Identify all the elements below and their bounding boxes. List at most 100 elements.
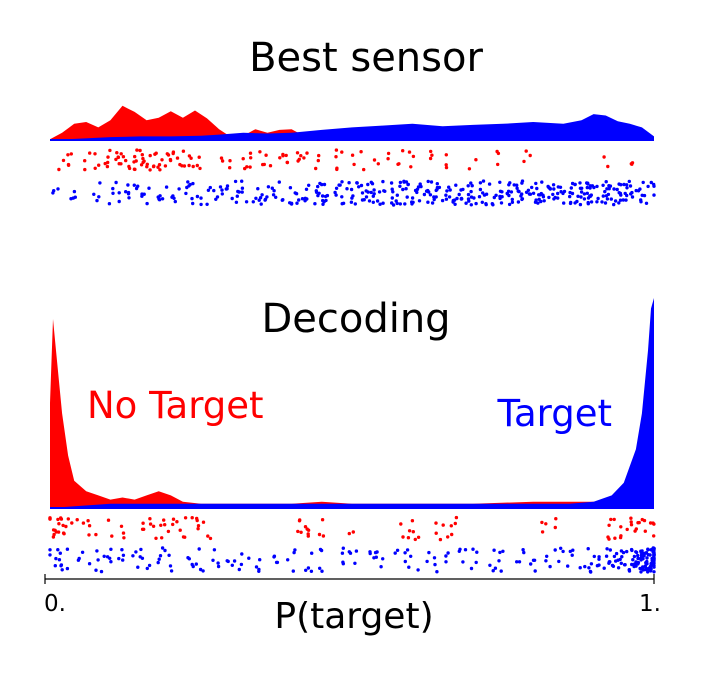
point-no-target bbox=[61, 531, 66, 535]
point-no-target bbox=[248, 151, 253, 155]
point-no-target bbox=[93, 166, 97, 170]
point-no-target bbox=[138, 148, 142, 153]
point-no-target bbox=[416, 535, 421, 539]
point-no-target bbox=[162, 518, 166, 522]
point-no-target bbox=[127, 166, 132, 171]
point-target bbox=[354, 549, 359, 553]
point-target bbox=[625, 549, 629, 554]
point-target bbox=[477, 195, 482, 199]
point-no-target bbox=[305, 151, 309, 155]
point-target bbox=[457, 549, 461, 553]
point-target bbox=[234, 200, 239, 204]
point-target bbox=[292, 550, 296, 555]
point-no-target bbox=[151, 164, 156, 169]
point-target bbox=[134, 186, 139, 191]
point-target bbox=[195, 194, 200, 199]
point-no-target bbox=[449, 524, 453, 528]
point-no-target bbox=[429, 149, 433, 154]
point-no-target bbox=[105, 164, 110, 169]
point-target bbox=[367, 199, 372, 203]
point-no-target bbox=[61, 158, 66, 163]
point-target bbox=[521, 548, 525, 552]
point-no-target bbox=[306, 528, 311, 532]
point-target bbox=[314, 189, 318, 193]
point-target bbox=[349, 200, 354, 204]
point-target bbox=[641, 551, 645, 556]
point-target bbox=[398, 202, 402, 206]
point-target bbox=[434, 188, 438, 193]
point-target bbox=[630, 562, 634, 567]
point-no-target bbox=[629, 523, 634, 527]
point-target bbox=[474, 560, 478, 565]
point-no-target bbox=[206, 534, 210, 538]
point-target bbox=[163, 548, 167, 553]
point-target bbox=[559, 546, 563, 550]
point-target bbox=[582, 197, 587, 201]
x-axis-label: P(target) bbox=[274, 596, 433, 637]
point-no-target bbox=[314, 166, 318, 171]
point-no-target bbox=[296, 529, 300, 534]
point-target bbox=[586, 547, 590, 551]
point-target bbox=[484, 192, 489, 196]
point-no-target bbox=[141, 156, 145, 161]
point-no-target bbox=[116, 155, 120, 159]
point-target bbox=[498, 194, 502, 199]
point-target bbox=[463, 548, 468, 552]
point-no-target bbox=[651, 521, 655, 525]
point-target bbox=[405, 195, 409, 199]
point-no-target bbox=[64, 524, 68, 529]
point-target bbox=[604, 194, 609, 198]
point-target bbox=[623, 563, 627, 567]
point-no-target bbox=[87, 524, 92, 528]
point-target bbox=[500, 190, 504, 194]
point-target bbox=[548, 564, 552, 569]
point-target bbox=[309, 569, 314, 573]
point-target bbox=[265, 195, 269, 199]
point-no-target bbox=[69, 152, 74, 156]
point-target bbox=[364, 189, 368, 193]
point-target bbox=[216, 564, 221, 569]
point-no-target bbox=[444, 163, 448, 167]
point-no-target bbox=[148, 153, 152, 158]
point-no-target bbox=[474, 158, 478, 162]
point-target bbox=[48, 548, 52, 552]
point-no-target bbox=[495, 149, 499, 154]
point-target bbox=[197, 547, 201, 551]
point-no-target bbox=[148, 522, 153, 526]
point-target bbox=[188, 182, 192, 187]
point-target bbox=[447, 185, 451, 189]
point-target bbox=[516, 200, 521, 204]
point-no-target bbox=[87, 533, 91, 537]
point-target bbox=[375, 550, 379, 554]
point-no-target bbox=[119, 152, 123, 156]
point-target bbox=[111, 191, 115, 195]
point-target bbox=[390, 196, 394, 200]
point-no-target bbox=[396, 162, 400, 166]
point-target bbox=[417, 199, 422, 203]
point-target bbox=[117, 191, 121, 195]
point-target bbox=[608, 548, 612, 552]
point-target bbox=[167, 553, 171, 557]
point-target bbox=[208, 185, 212, 190]
point-target bbox=[491, 569, 495, 573]
point-no-target bbox=[444, 153, 448, 157]
point-target bbox=[604, 554, 609, 558]
point-no-target bbox=[106, 518, 111, 522]
point-no-target bbox=[180, 164, 184, 168]
point-target bbox=[517, 560, 522, 564]
point-target bbox=[595, 184, 599, 189]
point-target bbox=[390, 187, 394, 191]
point-no-target bbox=[175, 520, 179, 524]
point-no-target bbox=[524, 149, 528, 153]
point-target bbox=[186, 180, 190, 184]
point-no-target bbox=[219, 156, 224, 160]
point-target bbox=[568, 190, 572, 195]
point-target bbox=[603, 189, 607, 194]
point-no-target bbox=[407, 529, 412, 533]
point-target bbox=[531, 558, 536, 562]
point-target bbox=[390, 201, 394, 205]
point-target bbox=[612, 187, 616, 191]
point-no-target bbox=[302, 156, 306, 160]
point-no-target bbox=[160, 158, 164, 162]
point-target bbox=[214, 197, 218, 201]
